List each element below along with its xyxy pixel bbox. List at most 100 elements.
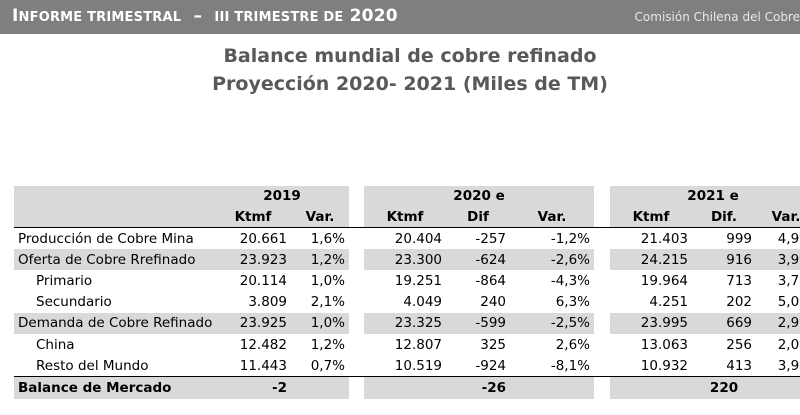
col-header: Var. [756, 206, 800, 228]
copper-balance-table: 2019 2020 e 2021 e Ktmf Var. Ktmf Dif Va… [14, 186, 800, 399]
header-blank [14, 206, 215, 228]
cell: 4.049 [403, 294, 443, 311]
col-header: Ktmf [364, 206, 447, 228]
row-label: Secundario [36, 294, 112, 311]
cell: 0,7% [310, 357, 346, 374]
cell: -8,1% [550, 357, 591, 374]
report-title-quarter: III TRIMESTRE DE [214, 10, 344, 25]
cell: -924 [475, 357, 507, 374]
cell: 23.995 [610, 312, 693, 334]
cell: 916 [692, 249, 757, 271]
year-2020-header: 2020 e [364, 186, 595, 206]
cell: 4,9% [777, 230, 800, 247]
table-row: Producción de Cobre Mina 20.661 1,6% 20.… [14, 227, 800, 250]
cell: 713 [726, 272, 753, 289]
cell: 1,0% [291, 312, 350, 334]
report-title: INFORME TRIMESTRAL – III TRIMESTRE DE 20… [12, 6, 398, 26]
balance-row: Balance de Mercado -2 -26 220 [14, 376, 800, 399]
cell: 1,6% [310, 230, 346, 247]
table-row: Oferta de Cobre Rrefinado 23.923 1,2% 23… [14, 249, 800, 271]
cell: 202 [726, 294, 753, 311]
cell: -624 [446, 249, 511, 271]
cell: 240 [480, 294, 507, 311]
cell: 20.661 [239, 230, 287, 247]
cell: 413 [726, 357, 753, 374]
col-header: Var. [291, 206, 350, 228]
balance-2019: -2 [215, 376, 291, 399]
row-label: Oferta de Cobre Rrefinado [14, 249, 215, 271]
report-title-rest: NFORME TRIMESTRAL [18, 10, 182, 25]
cell: 3,7% [777, 272, 800, 289]
table-row: Resto del Mundo 11.443 0,7% 10.519 -924 … [14, 355, 800, 377]
table-row: Demanda de Cobre Refinado 23.925 1,0% 23… [14, 312, 800, 334]
cell: 23.325 [364, 312, 447, 334]
cell: 1,2% [291, 249, 350, 271]
row-label: China [36, 336, 75, 353]
cell: 999 [726, 230, 753, 247]
cell: 2,1% [310, 294, 346, 311]
cell: -864 [475, 272, 507, 289]
cell: 23.300 [364, 249, 447, 271]
col-header: Dif. [692, 206, 757, 228]
cell: 2,0% [777, 336, 800, 353]
table-subtitle: Proyección 2020- 2021 (Miles de TM) [212, 73, 608, 95]
table-row: Primario 20.114 1,0% 19.251 -864 -4,3% 1… [14, 270, 800, 292]
cell: 12.807 [394, 336, 443, 353]
cell: -4,3% [550, 272, 591, 289]
cell: 2,9% [756, 312, 800, 334]
table-row: China 12.482 1,2% 12.807 325 2,6% 13.063… [14, 333, 800, 356]
col-header: Ktmf [610, 206, 693, 228]
cell: 3,9% [777, 357, 800, 374]
cell: 19.251 [394, 272, 443, 289]
year-2019-header: 2019 [215, 186, 350, 206]
header-blank [14, 186, 215, 206]
table-title: Balance mundial de cobre refinado [223, 45, 597, 67]
cell: 24.215 [610, 249, 693, 271]
cell: 12.482 [239, 336, 287, 353]
cell: -1,2% [550, 230, 591, 247]
cell: 10.519 [394, 357, 443, 374]
cell: 2,6% [555, 336, 591, 353]
cell: 4.251 [649, 294, 689, 311]
balance-label: Balance de Mercado [14, 376, 215, 399]
cell: 19.964 [640, 272, 689, 289]
header-bar: INFORME TRIMESTRAL – III TRIMESTRE DE 20… [0, 0, 800, 34]
balance-2021: 220 [692, 376, 757, 399]
year-header-row: 2019 2020 e 2021 e [14, 186, 800, 206]
cell: -2,5% [510, 312, 595, 334]
cell: 5,0% [777, 294, 800, 311]
col-header: Var. [510, 206, 595, 228]
cell: 10.932 [640, 357, 689, 374]
row-label: Demanda de Cobre Refinado [14, 312, 215, 334]
report-title-cap: I [12, 6, 19, 26]
row-label: Producción de Cobre Mina [18, 230, 194, 247]
cell: 13.063 [640, 336, 689, 353]
cell: 3,9% [756, 249, 800, 271]
cell: -599 [446, 312, 511, 334]
cell: 23.925 [215, 312, 291, 334]
cell: 6,3% [555, 294, 591, 311]
organization-name: Comisión Chilena del Cobre [634, 10, 800, 24]
cell: 1,2% [310, 336, 346, 353]
cell: 11.443 [239, 357, 287, 374]
year-2021-header: 2021 e [610, 186, 800, 206]
cell: 23.923 [215, 249, 291, 271]
column-header-row: Ktmf Var. Ktmf Dif Var. Ktmf Dif. Var. [14, 206, 800, 228]
row-label: Resto del Mundo [36, 357, 149, 374]
cell: 256 [726, 336, 753, 353]
table-row: Secundario 3.809 2,1% 4.049 240 6,3% 4.2… [14, 291, 800, 313]
cell: 325 [480, 336, 507, 353]
cell: 21.403 [640, 230, 689, 247]
cell: -2,6% [510, 249, 595, 271]
col-header: Dif [446, 206, 511, 228]
row-label: Primario [36, 272, 93, 289]
cell: 3.809 [248, 294, 287, 311]
cell: 669 [692, 312, 757, 334]
col-header: Ktmf [215, 206, 291, 228]
cell: -257 [475, 230, 507, 247]
cell: 20.114 [239, 272, 287, 289]
cell: 1,0% [310, 272, 346, 289]
report-year: 2020 [349, 6, 398, 26]
balance-2020: -26 [446, 376, 511, 399]
report-title-dash: – [193, 6, 203, 26]
